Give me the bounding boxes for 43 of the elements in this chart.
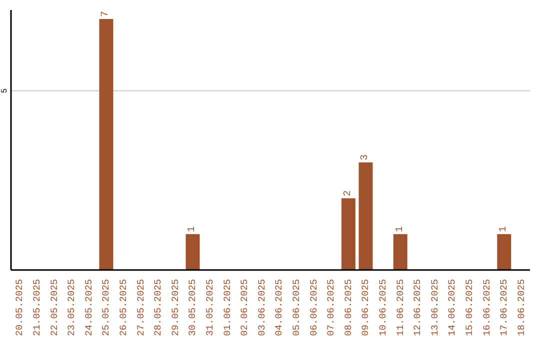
x-tick-label: 03.06.2025 <box>256 278 268 336</box>
x-tick-label: 26.05.2025 <box>118 278 129 336</box>
x-tick-label: 08.06.2025 <box>342 278 354 336</box>
y-tick-label: 5 <box>0 88 10 94</box>
x-tick-label: 22.05.2025 <box>48 278 60 336</box>
x-tick-label: 21.05.2025 <box>31 278 42 336</box>
x-tick-label: 15.06.2025 <box>464 278 475 336</box>
data-label: 3 <box>360 154 372 160</box>
data-label: 1 <box>498 226 510 232</box>
bar <box>358 162 373 270</box>
x-tick-label: 27.05.2025 <box>135 278 146 336</box>
x-tick-label: 01.06.2025 <box>222 278 233 336</box>
x-tick-label: 12.06.2025 <box>412 278 424 336</box>
x-tick-label: 07.06.2025 <box>326 278 337 336</box>
x-tick-label: 11.06.2025 <box>394 278 406 336</box>
bar <box>341 198 356 270</box>
x-tick-label: 31.05.2025 <box>204 278 216 336</box>
x-tick-label: 24.05.2025 <box>83 278 94 336</box>
x-tick-label: 14.06.2025 <box>446 278 458 336</box>
x-tick-label: 30.05.2025 <box>187 278 198 336</box>
x-tick-label: 13.06.2025 <box>429 278 440 336</box>
bar <box>497 234 512 270</box>
x-tick-label: 05.06.2025 <box>290 278 302 336</box>
x-tick-label: 20.05.2025 <box>14 278 26 336</box>
data-label: 1 <box>187 226 198 232</box>
x-tick-label: 29.05.2025 <box>170 278 181 336</box>
x-tick-label: 10.06.2025 <box>377 278 388 336</box>
bar <box>393 234 408 270</box>
x-tick-label: 16.06.2025 <box>481 278 492 336</box>
bar <box>186 234 200 270</box>
x-tick-label: 25.05.2025 <box>100 278 112 336</box>
data-label: 7 <box>100 10 112 17</box>
x-tick-label: 17.06.2025 <box>498 278 510 336</box>
data-label: 2 <box>342 190 354 196</box>
data-label: 1 <box>394 226 406 232</box>
x-tick-label: 06.06.2025 <box>308 278 320 336</box>
x-tick-label: 18.06.2025 <box>516 278 527 336</box>
x-tick-label: 09.06.2025 <box>360 278 372 336</box>
x-tick-label: 04.06.2025 <box>274 278 285 336</box>
x-tick-label: 28.05.2025 <box>152 278 164 336</box>
x-tick-label: 02.06.2025 <box>239 278 250 336</box>
x-tick-label: 23.05.2025 <box>66 278 78 336</box>
bar <box>99 18 114 270</box>
